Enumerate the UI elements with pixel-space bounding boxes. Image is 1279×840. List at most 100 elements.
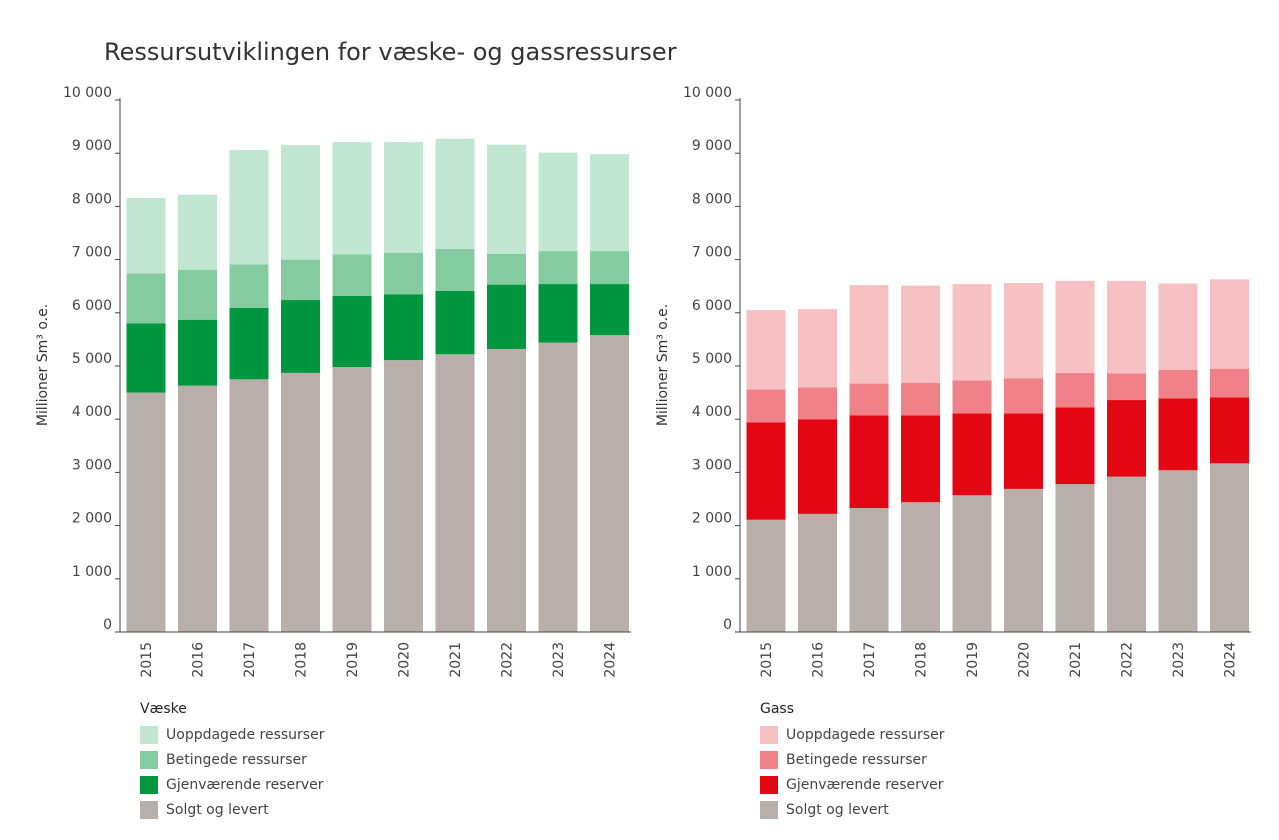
gas-y-tick-label: 10 000 xyxy=(683,85,732,101)
legend-label: Betingede ressurser xyxy=(166,751,307,768)
gas-y-tick-label: 1 000 xyxy=(692,564,732,580)
liquid-bar-2017-betingede-ressurser xyxy=(229,264,269,309)
legend-swatch xyxy=(760,800,778,819)
liquid-bar-2023-solgt-og-levert xyxy=(538,342,578,632)
gas-bar-2016-betingede-ressurser xyxy=(798,387,837,420)
charts-canvas: 2015 2016 2017 2018 2019 2020 2021 2022 2023 2024… xyxy=(35,85,1251,678)
liquid-bar-2021-uoppdagede-ressurser xyxy=(435,138,475,249)
gas-bar-2018-uoppdagede-ressurser xyxy=(901,285,940,384)
liquid-bar-2023-gjenværende-reserver xyxy=(538,284,578,343)
gas-y-tick-label: 6 000 xyxy=(692,298,732,314)
liquid-bar-2017-uoppdagede-ressurser xyxy=(229,150,269,265)
legend-label: Solgt og levert xyxy=(786,801,889,818)
liquid-x-tick-label: 2017 xyxy=(242,642,258,678)
gas-bar-2020-gjenværende-reserver xyxy=(1004,413,1043,489)
liquid-bar-2024-uoppdagede-ressurser xyxy=(590,154,629,252)
gas-y-tick-label: 5 000 xyxy=(692,351,732,367)
gas-bar-2022-solgt-og-levert xyxy=(1107,476,1146,632)
liquid-bar-2017-solgt-og-levert xyxy=(229,379,269,632)
gas-y-tick-label: 2 000 xyxy=(692,511,732,527)
liquid-bar-2020-gjenværende-reserver xyxy=(384,294,423,361)
liquid-x-tick-label: 2023 xyxy=(551,642,567,678)
liquid-x-tick-label: 2016 xyxy=(191,642,207,678)
legend-item: Solgt og levert xyxy=(760,797,1060,822)
liquid-y-tick-label: 9 000 xyxy=(72,138,112,154)
liquid-x-tick-label: 2015 xyxy=(139,642,155,678)
liquid-bar-2023-betingede-ressurser xyxy=(538,251,578,285)
liquid-x-tick-label: 2022 xyxy=(500,642,516,678)
gas-bar-2019-uoppdagede-ressurser xyxy=(952,284,992,381)
gas-bar-2023-solgt-og-levert xyxy=(1158,470,1198,632)
legend-label: Uoppdagede ressurser xyxy=(166,726,325,743)
liquid-x-tick-label: 2024 xyxy=(603,642,619,678)
gas-y-tick-label: 3 000 xyxy=(692,457,732,473)
liquid-bar-2015-uoppdagede-ressurser xyxy=(126,197,166,274)
gas-bar-2024-betingede-ressurser xyxy=(1210,368,1249,398)
liquid-bar-2023-uoppdagede-ressurser xyxy=(538,152,578,252)
gas-bar-2021-solgt-og-levert xyxy=(1055,484,1095,632)
gas-y-tick-label: 7 000 xyxy=(692,245,732,261)
gas-bar-2023-gjenværende-reserver xyxy=(1158,398,1198,471)
gas-bar-2024-gjenværende-reserver xyxy=(1210,397,1249,464)
gas-x-tick-label: 2017 xyxy=(862,642,878,678)
liquid-bar-2022-solgt-og-levert xyxy=(487,348,526,632)
gas-y-tick-label: 4 000 xyxy=(692,404,732,420)
gas-bar-2015-solgt-og-levert xyxy=(746,519,786,632)
gas-x-tick-label: 2022 xyxy=(1120,642,1136,678)
liquid-bar-2016-solgt-og-levert xyxy=(178,385,217,632)
liquid-bar-2019-solgt-og-levert xyxy=(332,367,372,632)
liquid-bar-2019-betingede-ressurser xyxy=(332,254,372,296)
liquid-bar-2021-solgt-og-levert xyxy=(435,354,475,632)
liquid-y-tick-label: 6 000 xyxy=(72,298,112,314)
liquid-bar-2016-gjenværende-reserver xyxy=(178,319,217,386)
liquid-bar-2020-betingede-ressurser xyxy=(384,252,423,295)
liquid-bar-2022-gjenværende-reserver xyxy=(487,284,526,349)
liquid-bar-2019-uoppdagede-ressurser xyxy=(332,142,372,255)
gas-bar-2015-gjenværende-reserver xyxy=(746,422,786,520)
gas-bar-2016-gjenværende-reserver xyxy=(798,419,837,514)
liquid-bar-2015-solgt-og-levert xyxy=(126,392,166,632)
gas-bar-2017-gjenværende-reserver xyxy=(849,415,889,509)
legend-item: Betingede ressurser xyxy=(140,747,440,772)
gas-bar-2023-betingede-ressurser xyxy=(1158,369,1198,399)
legend-label: Gjenværende reserver xyxy=(166,776,324,793)
gas-bar-2019-solgt-og-levert xyxy=(952,495,992,632)
legend-swatch xyxy=(140,725,158,744)
gas-bar-2021-betingede-ressurser xyxy=(1055,372,1095,408)
gas-y-tick-label: 8 000 xyxy=(692,191,732,207)
gas-x-tick-label: 2024 xyxy=(1223,642,1239,678)
liquid-bar-2018-gjenværende-reserver xyxy=(281,300,320,373)
legend-swatch xyxy=(760,775,778,794)
gas-bar-2023-uoppdagede-ressurser xyxy=(1158,283,1198,370)
legend-label: Solgt og levert xyxy=(166,801,269,818)
liquid-x-tick-label: 2018 xyxy=(294,642,310,678)
liquid-y-axis-title: Millioner Sm³ o.e. xyxy=(35,304,51,426)
legend-swatch xyxy=(760,750,778,769)
gas-bar-2015-betingede-ressurser xyxy=(746,389,786,423)
liquid-y-tick-label: 5 000 xyxy=(72,351,112,367)
liquid-bar-2018-betingede-ressurser xyxy=(281,259,320,301)
gas-x-tick-label: 2023 xyxy=(1171,642,1187,678)
gas-bar-2019-betingede-ressurser xyxy=(952,380,992,414)
gas-bar-2019-gjenværende-reserver xyxy=(952,413,992,496)
liquid-bar-2017-gjenværende-reserver xyxy=(229,308,269,380)
liquid-y-tick-label: 7 000 xyxy=(72,245,112,261)
gas-bar-2020-betingede-ressurser xyxy=(1004,378,1043,414)
legend-label: Gjenværende reserver xyxy=(786,776,944,793)
gas-bar-2016-solgt-og-levert xyxy=(798,513,837,632)
gas-x-tick-label: 2016 xyxy=(811,642,827,678)
gas-x-tick-label: 2020 xyxy=(1017,642,1033,678)
liquid-bar-2018-uoppdagede-ressurser xyxy=(281,145,320,260)
gas-bar-2017-betingede-ressurser xyxy=(849,383,889,416)
liquid-bar-2016-betingede-ressurser xyxy=(178,269,217,320)
gas-legend: Gass Uoppdagede ressurser Betingede ressur… xyxy=(760,700,1060,822)
liquid-bar-2022-uoppdagede-ressurser xyxy=(487,144,526,254)
liquid-y-tick-label: 4 000 xyxy=(72,404,112,420)
legend-item: Uoppdagede ressurser xyxy=(140,722,440,747)
liquid-y-tick-label: 1 000 xyxy=(72,564,112,580)
legend-title: Gass xyxy=(760,701,795,717)
liquid-legend: Væske Uoppdagede ressurser Betingede ressu… xyxy=(140,700,440,822)
gas-bar-2018-solgt-og-levert xyxy=(901,502,940,632)
liquid-bar-2018-solgt-og-levert xyxy=(281,372,320,632)
gas-bar-2022-gjenværende-reserver xyxy=(1107,400,1146,477)
